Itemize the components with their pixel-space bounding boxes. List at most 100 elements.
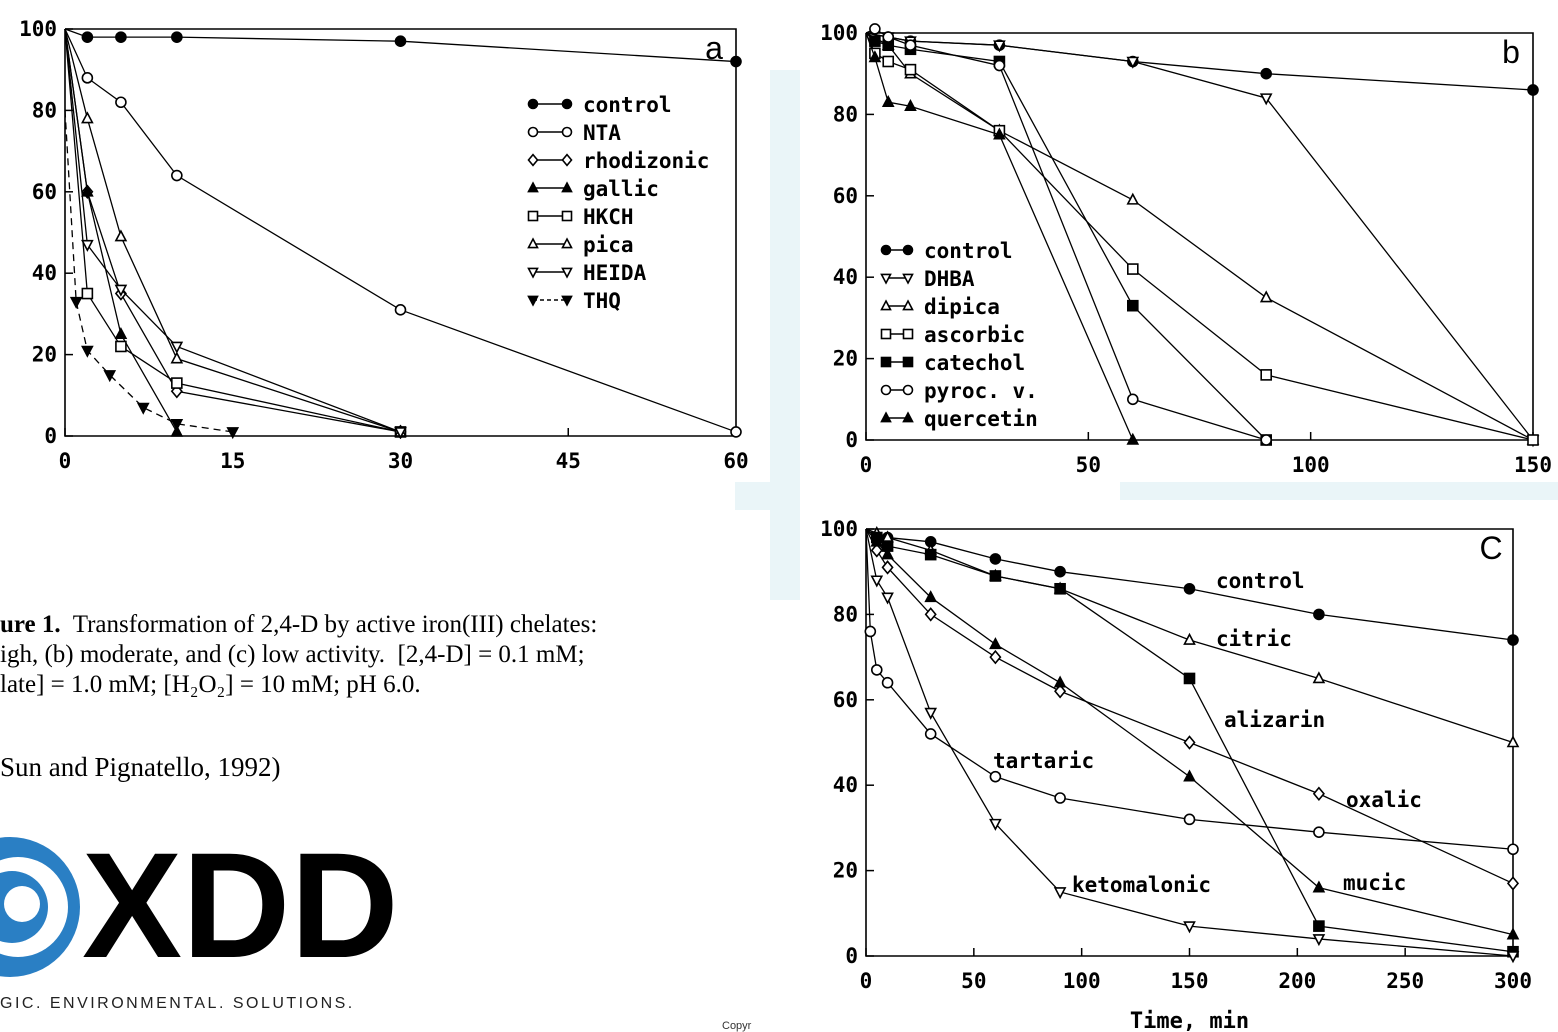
data-point [1054,582,1066,595]
legend-marker [880,356,892,368]
data-point [870,543,883,558]
legend-label: ascorbic [924,323,1025,347]
data-point [1312,934,1326,947]
data-point [1127,299,1139,312]
data-point [81,111,94,124]
data-point [171,377,183,389]
x-tick-label: 300 [1494,969,1532,993]
data-point [989,553,1002,565]
legend-marker [527,295,539,307]
data-point [1260,67,1272,80]
x-tick-label: 0 [59,449,72,473]
data-point [989,770,1002,783]
legend-label: catechol [924,351,1025,375]
data-point [114,284,128,297]
data-point [1126,56,1140,69]
data-point [136,402,150,415]
x-tick-label: 150 [1514,453,1552,477]
series-label: alizarin [1224,708,1325,732]
series-line-control [865,528,1514,641]
data-point [1527,84,1539,96]
series-label: tartaric [993,749,1094,773]
legend-label: DHBA [924,267,975,291]
legend-marker [527,267,539,279]
legend-marker [902,328,914,340]
legend-marker [880,299,892,311]
data-point [170,341,184,354]
legend-marker [561,153,573,167]
data-point [881,547,894,560]
data-point [881,560,894,575]
legend-marker [527,153,539,167]
x-tick-label: 150 [1171,969,1209,993]
legend-marker [880,328,892,340]
legend-label: HKCH [583,205,634,229]
data-point [1127,263,1139,275]
data-point [730,55,742,68]
data-point [1126,432,1140,445]
data-point [1312,786,1325,801]
data-point [870,664,883,676]
y-tick-label: 20 [833,347,858,371]
data-point [1126,192,1140,205]
legend-marker [902,299,914,311]
panel-label: a [705,30,723,66]
legend-label: pica [583,233,634,257]
y-tick-label: 40 [32,261,57,285]
data-point [1507,843,1519,856]
series-label: ketomalonic [1072,873,1211,897]
legend-marker [902,356,914,368]
data-point [868,50,882,63]
chart-a: 0 15 30 45 60 0 20 40 60 80 100 a control NTA rhodizon… [19,17,749,473]
x-tick-label: 15 [220,449,245,473]
y-tick-label: 60 [32,180,57,204]
x-tick-label: 45 [556,449,581,473]
x-tick-label: 0 [860,969,873,993]
data-point [924,590,938,603]
legend-marker [527,126,539,138]
data-point [1183,632,1196,645]
data-point [1313,826,1325,838]
data-point [1506,927,1520,940]
series-label: citric [1216,627,1292,651]
data-point [1259,93,1273,106]
data-point [114,327,128,340]
data-point [1183,672,1196,685]
legend-marker [880,384,892,396]
legend-marker [880,411,892,423]
data-point [904,63,917,76]
data-point [81,345,94,358]
panel-label: C [1479,530,1502,566]
data-point [1183,813,1196,826]
series-line-oxalic [865,528,1514,885]
legend-marker [561,237,573,249]
data-point [115,96,127,109]
data-point [989,570,1002,582]
x-tick-label: 250 [1386,969,1424,993]
data-point [1054,565,1066,578]
legend-marker [902,384,914,396]
background-block [770,70,800,600]
citation: Sun and Pignatello, 1992) [0,752,281,782]
data-point [170,424,184,437]
data-point [170,351,184,364]
x-tick-label: 50 [1076,453,1101,477]
legend-marker [902,411,914,423]
data-point [81,184,94,197]
data-point [904,99,917,112]
data-point [1054,684,1067,699]
data-point [1183,921,1196,934]
data-point [882,31,895,43]
legend-marker [902,273,914,285]
data-point [869,23,881,35]
legend-marker [527,98,539,110]
y-tick-label: 40 [833,265,858,289]
data-point [1506,951,1520,964]
legend-label: pyroc. v. [924,379,1038,403]
data-point [1260,434,1272,446]
data-point [1183,582,1196,595]
legend-label: gallic [583,177,659,201]
data-point [993,59,1006,72]
legend-marker [561,98,573,110]
